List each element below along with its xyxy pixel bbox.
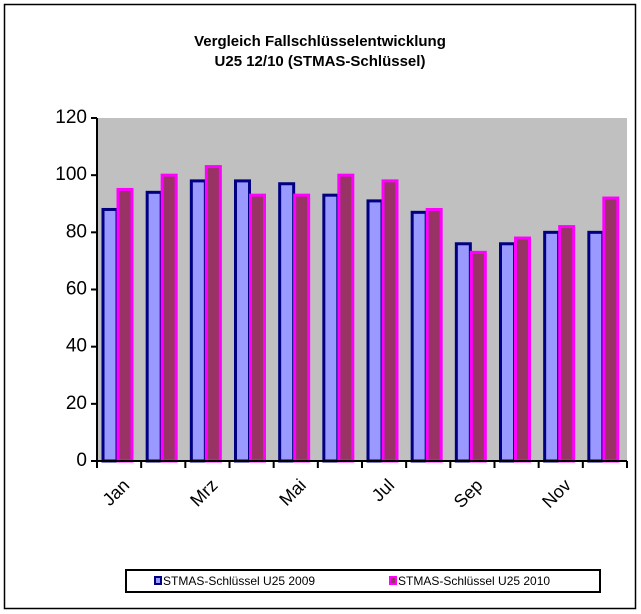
bar <box>499 242 516 463</box>
y-tick-label: 40 <box>66 336 87 357</box>
bar <box>543 230 561 463</box>
bar <box>425 207 443 463</box>
bar <box>381 179 399 463</box>
bar <box>116 187 134 463</box>
bar <box>602 196 620 463</box>
bar <box>514 236 531 463</box>
y-tick-label: 20 <box>66 393 87 414</box>
bar <box>558 225 576 463</box>
bar <box>204 165 222 463</box>
bar <box>322 193 340 463</box>
bar <box>145 190 163 463</box>
legend-label: STMAS-Schlüssel U25 2009 <box>163 574 315 588</box>
bar <box>469 250 487 463</box>
bar <box>410 210 428 463</box>
bar <box>160 173 178 463</box>
bar <box>249 193 266 463</box>
y-tick-label: 60 <box>66 279 87 300</box>
bar <box>234 179 251 463</box>
y-tick-label: 120 <box>55 107 87 128</box>
bar <box>278 182 296 463</box>
chart-title: U25 12/10 (STMAS-Schlüssel) <box>215 53 426 70</box>
y-tick-label: 80 <box>66 221 87 242</box>
bar <box>293 193 311 463</box>
bar <box>337 173 355 463</box>
bar <box>366 199 384 463</box>
legend-swatch <box>389 576 397 585</box>
chart-title: Vergleich Fallschlüsselentwicklung <box>194 33 446 50</box>
legend-box <box>125 569 601 593</box>
bar <box>587 230 605 463</box>
bar <box>101 207 119 463</box>
plot-area <box>97 118 627 461</box>
y-tick-label: 0 <box>76 450 87 471</box>
legend-swatch <box>154 576 162 585</box>
y-tick-label: 100 <box>55 164 87 185</box>
bar <box>454 242 472 463</box>
bar <box>189 179 207 463</box>
legend-label: STMAS-Schlüssel U25 2010 <box>398 574 550 588</box>
